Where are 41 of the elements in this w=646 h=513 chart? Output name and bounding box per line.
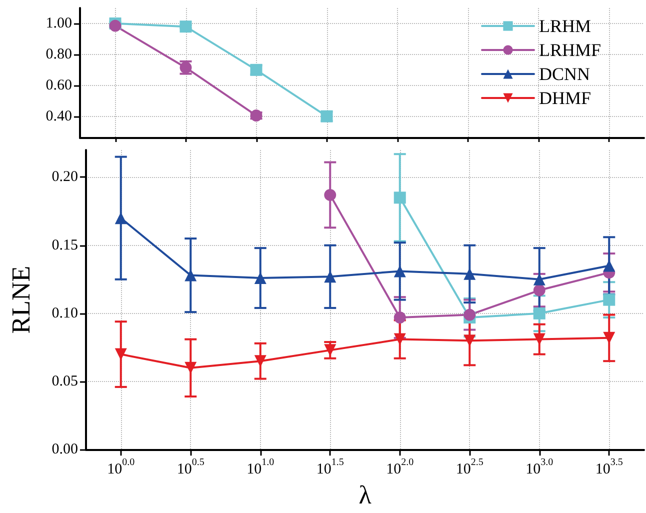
point — [114, 348, 127, 360]
point — [320, 110, 333, 122]
point — [324, 344, 336, 356]
y-tick-label: 0.60 — [46, 77, 72, 94]
legend-label: LRHM — [538, 16, 591, 36]
point — [184, 269, 197, 282]
point — [464, 308, 476, 321]
y-axis-title: RLNE — [6, 266, 36, 334]
point — [533, 284, 546, 296]
y-tick-label: 0.05 — [52, 374, 78, 390]
legend-label: DCNN — [538, 64, 590, 84]
point — [533, 333, 546, 346]
point — [109, 20, 122, 32]
point — [464, 268, 476, 280]
y-tick-label: 0.20 — [52, 169, 78, 186]
legend-label: LRHMF — [538, 40, 601, 60]
point — [394, 333, 406, 346]
point — [180, 20, 192, 33]
y-tick-label: 0.00 — [52, 442, 78, 458]
point — [324, 188, 336, 201]
point — [603, 294, 616, 306]
y-tick-label: 0.40 — [46, 108, 72, 124]
y-tick-label: 1.00 — [46, 15, 72, 32]
point — [254, 272, 266, 284]
point — [114, 212, 127, 224]
point — [324, 270, 336, 283]
point — [464, 334, 476, 347]
point — [254, 355, 266, 368]
point — [533, 307, 546, 320]
point — [184, 362, 197, 374]
point — [394, 192, 406, 204]
legend-label: DHMF — [538, 88, 591, 108]
point — [603, 332, 616, 344]
y-tick-label: 0.10 — [52, 305, 78, 322]
point — [394, 312, 406, 324]
y-tick-label: 0.15 — [52, 237, 78, 254]
point — [250, 64, 262, 76]
x-axis-title: λ — [358, 480, 372, 510]
point — [394, 265, 406, 278]
point — [603, 260, 616, 272]
y-tick-label: 0.80 — [46, 46, 72, 62]
